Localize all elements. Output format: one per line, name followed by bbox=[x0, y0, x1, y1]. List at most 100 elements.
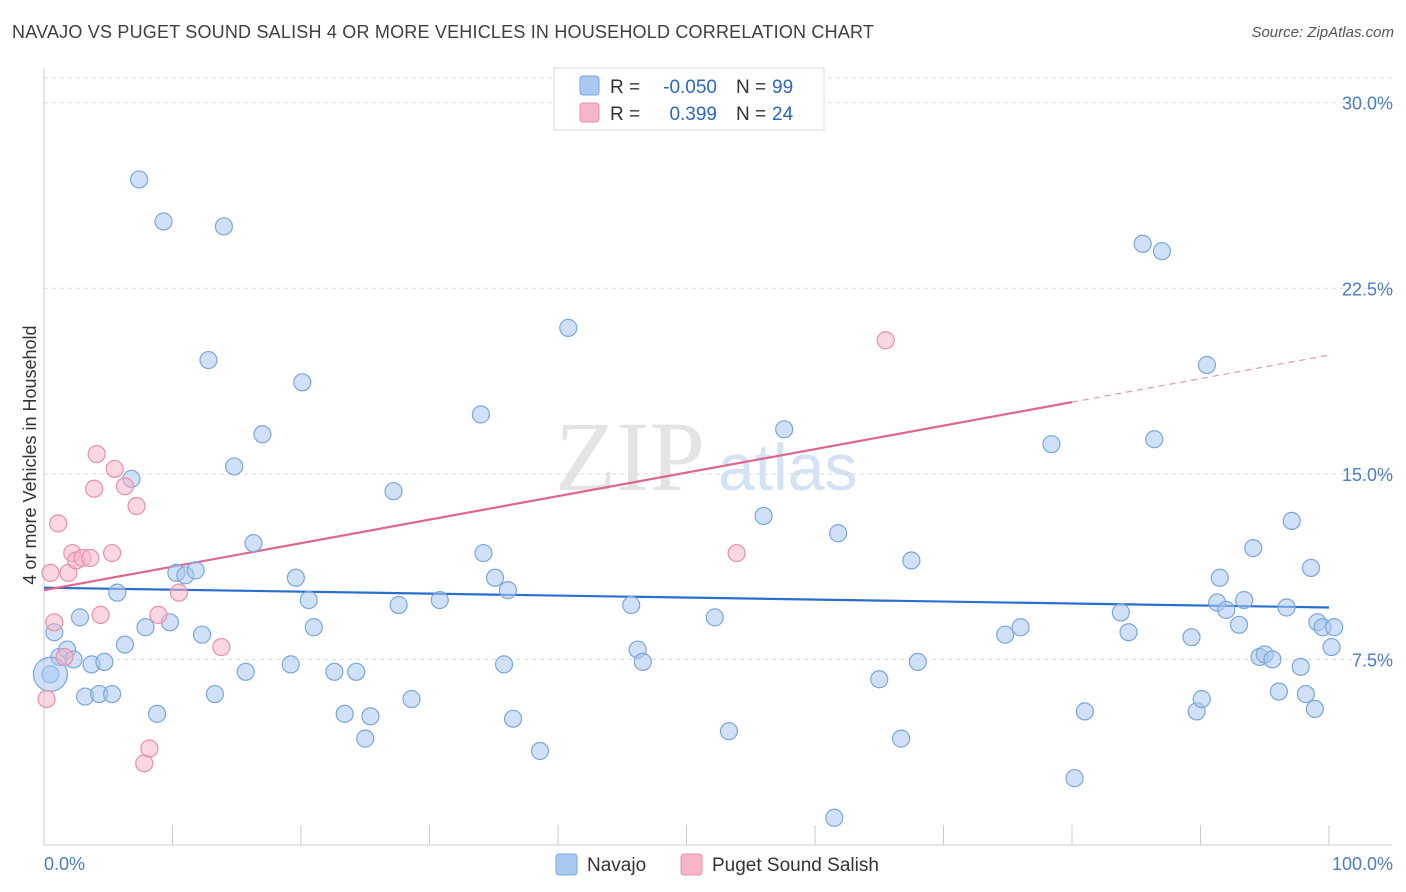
point-salish bbox=[87, 444, 106, 464]
point-salish bbox=[115, 477, 135, 496]
point-navajo bbox=[1229, 615, 1249, 634]
point-navajo bbox=[286, 568, 305, 587]
point-navajo bbox=[356, 729, 375, 748]
point-salish bbox=[55, 647, 74, 667]
point-navajo bbox=[253, 425, 272, 444]
point-navajo bbox=[485, 568, 505, 587]
point-navajo bbox=[494, 655, 514, 674]
point-salish bbox=[49, 514, 68, 533]
top-legend: R = -0.050 N = 99 R = 0.399 N = 24 bbox=[553, 67, 825, 131]
point-navajo bbox=[95, 652, 114, 672]
axes bbox=[43, 68, 1392, 846]
point-navajo bbox=[304, 618, 323, 637]
point-navajo bbox=[335, 704, 354, 723]
legend-n-label-salish: N = bbox=[736, 104, 766, 125]
point-navajo bbox=[430, 590, 449, 610]
point-salish bbox=[727, 543, 746, 563]
point-navajo bbox=[891, 729, 911, 748]
bottom-legend-swatch-salish bbox=[680, 853, 703, 876]
point-navajo bbox=[186, 561, 205, 580]
point-navajo bbox=[474, 543, 493, 563]
legend-n-value-salish: 24 bbox=[772, 104, 794, 125]
legend-r-value-salish: 0.399 bbox=[669, 104, 717, 125]
point-navajo bbox=[236, 662, 255, 681]
gridlines bbox=[44, 77, 1392, 660]
point-navajo bbox=[1133, 234, 1152, 253]
point-salish bbox=[140, 739, 159, 758]
point-salish bbox=[81, 548, 100, 568]
point-navajo bbox=[154, 212, 173, 231]
point-navajo bbox=[1011, 618, 1030, 637]
point-navajo bbox=[1152, 242, 1172, 261]
legend-swatch-navajo bbox=[579, 75, 600, 96]
point-navajo bbox=[1119, 623, 1138, 642]
point-navajo bbox=[1301, 558, 1321, 577]
legend-r-label-navajo: R = bbox=[610, 77, 640, 98]
point-salish bbox=[212, 637, 231, 657]
point-navajo bbox=[1075, 702, 1094, 721]
y-tick-label: 15.0% bbox=[1342, 465, 1393, 485]
trend-line-salish bbox=[43, 401, 1073, 592]
point-navajo bbox=[908, 652, 927, 672]
point-salish bbox=[149, 605, 168, 625]
point-navajo bbox=[1269, 682, 1288, 701]
legend-r-value-navajo: -0.050 bbox=[663, 77, 717, 98]
point-navajo bbox=[1210, 568, 1229, 587]
point-navajo bbox=[281, 655, 300, 674]
bottom-legend-label-salish: Puget Sound Salish bbox=[712, 855, 879, 876]
point-navajo bbox=[361, 707, 380, 726]
bottom-legend-label-navajo: Navajo bbox=[587, 855, 646, 876]
point-navajo bbox=[244, 534, 263, 553]
point-navajo bbox=[214, 217, 233, 236]
point-navajo bbox=[1182, 628, 1201, 647]
point-navajo bbox=[225, 457, 244, 476]
point-navajo bbox=[402, 689, 421, 709]
trend-line-navajo bbox=[43, 586, 1330, 609]
point-salish bbox=[45, 613, 64, 632]
point-navajo bbox=[902, 551, 921, 570]
point-navajo bbox=[115, 635, 135, 654]
bottom-legend: Navajo Puget Sound Salish bbox=[555, 853, 879, 876]
point-navajo bbox=[1322, 637, 1341, 657]
point-navajo bbox=[1111, 603, 1130, 622]
point-navajo bbox=[1305, 699, 1324, 719]
point-navajo bbox=[559, 318, 578, 337]
point-salish bbox=[91, 605, 110, 625]
point-navajo bbox=[147, 704, 167, 723]
point-navajo bbox=[1192, 689, 1211, 709]
y-tick-label: 7.5% bbox=[1352, 650, 1393, 670]
point-navajo bbox=[530, 741, 550, 761]
y-axis-title: 4 or more Vehicles in Household bbox=[20, 325, 40, 584]
point-navajo bbox=[299, 590, 318, 610]
point-navajo bbox=[1217, 600, 1236, 620]
point-navajo bbox=[1042, 435, 1061, 454]
point-salish bbox=[37, 689, 56, 709]
y-tick-labels: 7.5% 15.0% 22.5% 30.0% bbox=[1342, 94, 1393, 671]
point-navajo bbox=[389, 595, 408, 615]
point-navajo bbox=[199, 350, 218, 370]
data-points bbox=[32, 170, 1344, 827]
point-navajo bbox=[1197, 355, 1217, 375]
point-navajo bbox=[471, 405, 490, 424]
point-navajo bbox=[870, 670, 889, 689]
point-salish bbox=[876, 331, 895, 350]
point-navajo bbox=[136, 618, 155, 637]
point-navajo bbox=[829, 524, 848, 543]
x-tick-label-max: 100.0% bbox=[1332, 854, 1393, 874]
point-navajo bbox=[1244, 538, 1263, 558]
point-navajo bbox=[1291, 657, 1310, 676]
point-salish bbox=[41, 563, 60, 582]
point-navajo bbox=[1277, 598, 1296, 617]
x-tick-label-min: 0.0% bbox=[44, 854, 85, 874]
point-navajo bbox=[754, 506, 773, 526]
point-navajo bbox=[622, 595, 641, 615]
point-navajo bbox=[129, 170, 149, 189]
point-navajo bbox=[103, 684, 122, 704]
point-navajo bbox=[108, 583, 127, 602]
point-navajo bbox=[1145, 430, 1164, 449]
point-navajo bbox=[1065, 769, 1084, 788]
legend-r-label-salish: R = bbox=[610, 104, 640, 125]
y-tick-label: 30.0% bbox=[1342, 94, 1393, 114]
point-navajo bbox=[1325, 618, 1344, 637]
